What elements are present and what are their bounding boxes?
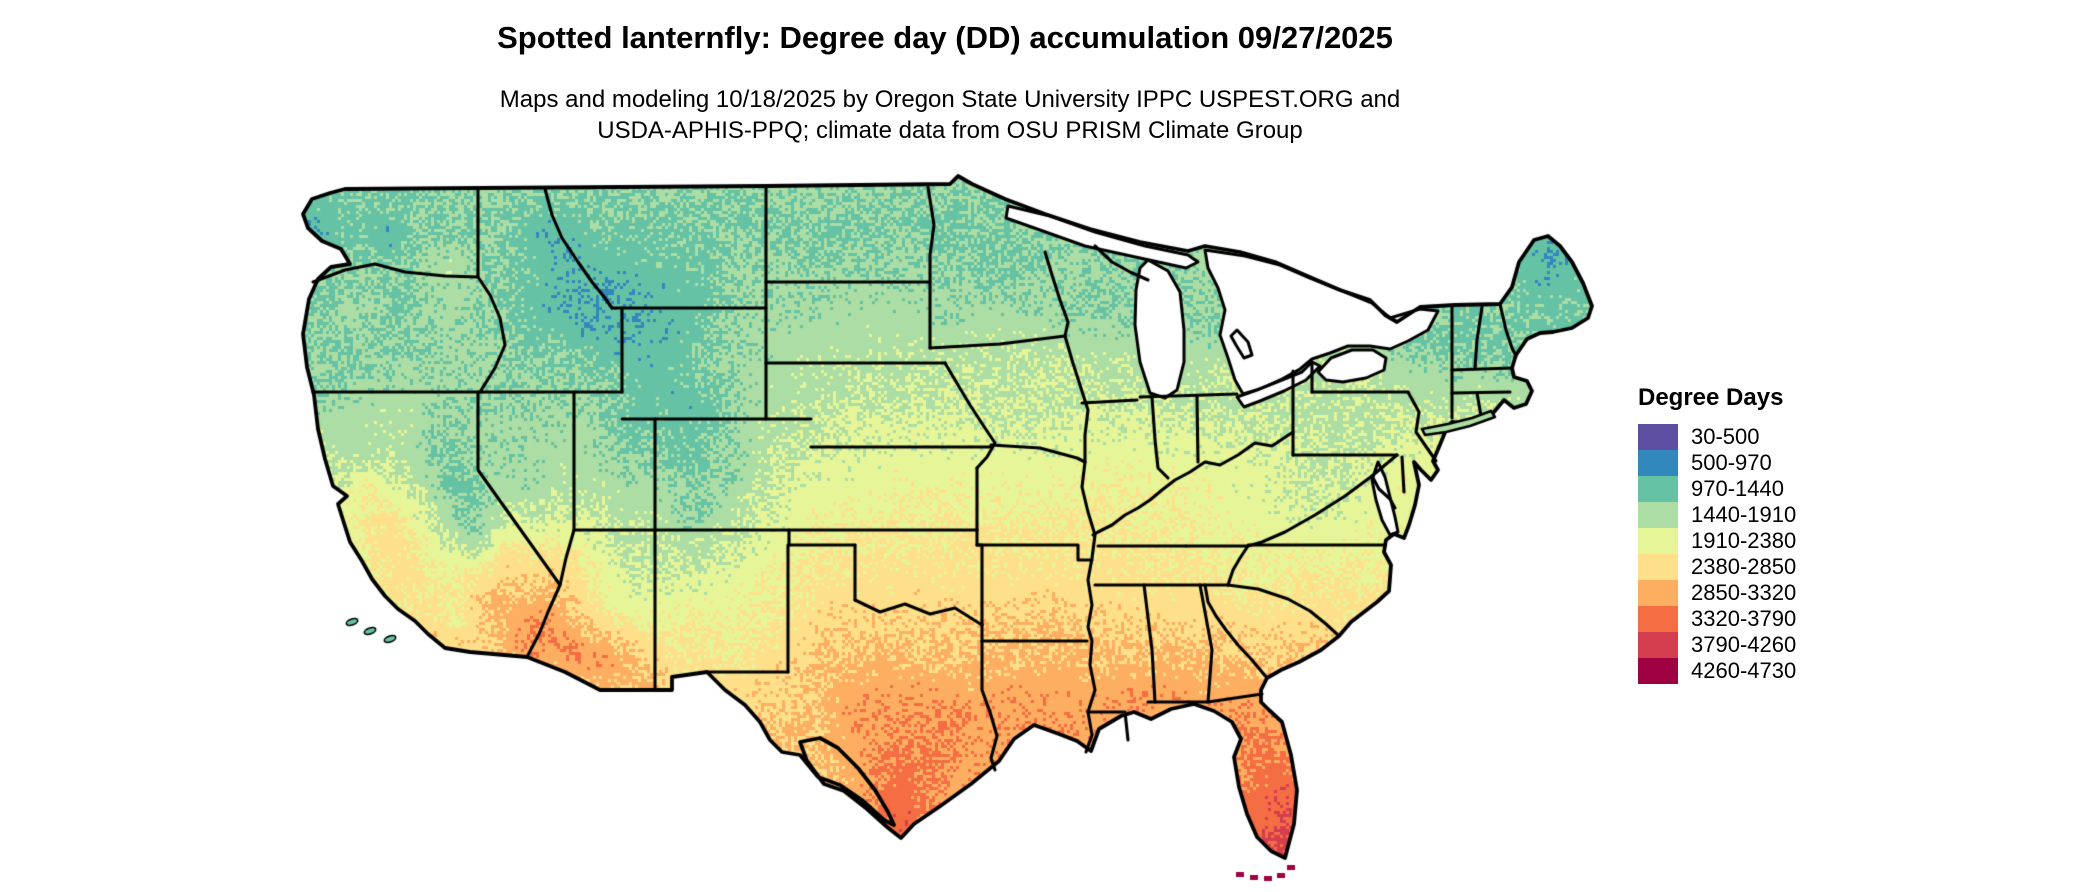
legend-swatch — [1638, 476, 1678, 502]
legend-swatch — [1638, 528, 1678, 554]
legend-label: 500-970 — [1691, 450, 1772, 475]
legend-swatch — [1638, 632, 1678, 658]
legend-item: 3320-3790 — [1638, 606, 1796, 632]
legend-item: 1910-2380 — [1638, 528, 1796, 554]
legend-label: 3790-4260 — [1691, 632, 1797, 657]
legend-item: 4260-4730 — [1638, 658, 1796, 684]
legend-item: 30-500 — [1638, 424, 1796, 450]
legend-label: 970-1440 — [1691, 476, 1784, 501]
legend-swatch — [1638, 580, 1678, 606]
legend-label: 1440-1910 — [1691, 502, 1797, 527]
legend-item: 2380-2850 — [1638, 554, 1796, 580]
legend-label: 2850-3320 — [1691, 580, 1797, 605]
legend-items: 30-500 500-970 970-1440 1440-1910 1910-2380 2… — [1638, 424, 1796, 684]
legend-label: 2380-2850 — [1691, 554, 1797, 579]
legend-label: 1910-2380 — [1691, 528, 1797, 553]
legend-swatch — [1638, 424, 1678, 450]
legend-item: 3790-4260 — [1638, 632, 1796, 658]
legend-item: 2850-3320 — [1638, 580, 1796, 606]
legend-item: 970-1440 — [1638, 476, 1796, 502]
legend-swatch — [1638, 606, 1678, 632]
legend-title: Degree Days — [1638, 384, 1784, 411]
map-subtitle: Maps and modeling 10/18/2025 by Oregon S… — [500, 84, 1400, 146]
legend-swatch — [1638, 658, 1678, 684]
map-subtitle-line1: Maps and modeling 10/18/2025 by Oregon S… — [499, 86, 1401, 113]
legend-swatch — [1638, 450, 1678, 476]
legend-item: 1440-1910 — [1638, 502, 1796, 528]
map-title: Spotted lanternfly: Degree day (DD) accu… — [497, 20, 1393, 55]
legend-swatch — [1638, 502, 1678, 528]
legend-swatch — [1638, 554, 1678, 580]
legend-label: 3320-3790 — [1691, 606, 1797, 631]
legend-label: 4260-4730 — [1691, 658, 1797, 683]
legend-item: 500-970 — [1638, 450, 1796, 476]
map-subtitle-line2: USDA-APHIS-PPQ; climate data from OSU PR… — [597, 117, 1303, 144]
legend-label: 30-500 — [1691, 424, 1760, 449]
legend: Degree Days 30-500 500-970 970-1440 1440-19… — [1638, 384, 1796, 684]
